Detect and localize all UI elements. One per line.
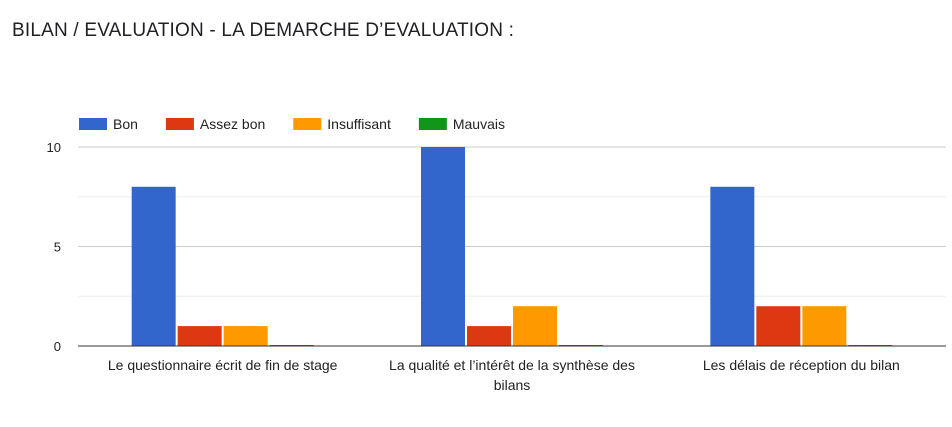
legend-label[interactable]: Insuffisant (327, 116, 391, 132)
bar-assez-bon-2[interactable] (756, 306, 801, 346)
y-axis: 0 5 10 (47, 140, 61, 354)
y-tick-label: 5 (54, 240, 61, 255)
y-tick-label: 10 (47, 140, 61, 155)
legend-label[interactable]: Assez bon (200, 116, 265, 132)
bar-insuffisant-2[interactable] (802, 306, 847, 346)
bar-bon-1[interactable] (421, 147, 465, 346)
bar-insuffisant-1[interactable] (513, 306, 557, 346)
bar-bon-0[interactable] (131, 186, 176, 346)
x-category-label: bilans (494, 377, 531, 393)
legend-swatch[interactable] (79, 118, 107, 130)
bar-bon-2[interactable] (710, 186, 755, 346)
y-tick-label: 0 (54, 339, 61, 354)
legend-swatch[interactable] (165, 118, 194, 130)
x-category-label: Le questionnaire écrit de fin de stage (108, 357, 338, 373)
page-title: BILAN / EVALUATION - LA DEMARCHE D’EVALU… (12, 20, 515, 41)
legend-swatch[interactable] (293, 118, 322, 130)
x-category-label: La qualité et l’intérêt de la synthèse d… (389, 357, 635, 373)
bar-assez-bon-1[interactable] (467, 326, 511, 346)
bar-assez-bon-0[interactable] (177, 326, 222, 346)
legend: Bon Assez bon Insuffisant Mauvais (79, 116, 505, 132)
x-axis: Le questionnaire écrit de fin de stage La… (78, 345, 946, 393)
legend-label[interactable]: Bon (113, 116, 138, 132)
x-category-label: Les délais de réception du bilan (703, 357, 900, 373)
legend-swatch[interactable] (418, 118, 447, 130)
gridlines (78, 146, 946, 297)
bars (131, 147, 893, 346)
bar-insuffisant-0[interactable] (223, 326, 268, 346)
legend-label[interactable]: Mauvais (453, 116, 505, 132)
